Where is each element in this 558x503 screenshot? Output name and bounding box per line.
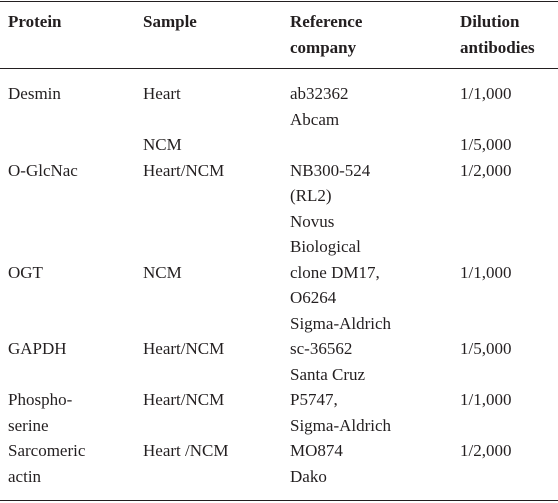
table-cell: Heart: [143, 84, 181, 103]
table-cell: 1/1,000: [460, 84, 512, 103]
table-cell: NCM: [143, 262, 182, 282]
header-cell: Protein: [8, 12, 62, 31]
table-cell: P5747,: [290, 390, 338, 409]
table-cell: Novus: [290, 211, 335, 231]
table-cell: Sigma-Aldrich: [290, 313, 392, 333]
table-cell: serine: [8, 415, 49, 435]
table-cell: Desmin: [8, 84, 61, 103]
table-cell: OGT: [8, 262, 43, 282]
table-cell: 1/1,000: [460, 262, 512, 282]
table-cell: Heart/NCM: [143, 390, 225, 409]
table-cell: (RL2): [290, 186, 332, 205]
bottom-rule: [0, 500, 558, 501]
table-cell: actin: [8, 466, 42, 486]
table-cell: GAPDH: [8, 339, 67, 358]
table-cell: ab32362: [290, 84, 349, 103]
table-cell: 1/5,000: [460, 339, 512, 358]
header-cell: company: [290, 37, 357, 57]
table-cell: Santa Cruz: [290, 364, 366, 384]
table-cell: Heart/NCM: [143, 160, 225, 180]
table-cell: 1/2,000: [460, 160, 512, 180]
table-cell: O-GlcNac: [8, 160, 78, 180]
table-cell: Heart/NCM: [143, 339, 225, 358]
table-cell: Biological: [290, 237, 361, 256]
header-cell: Reference: [290, 12, 363, 31]
table-cell: MO874: [290, 441, 343, 460]
header-cell: antibodies: [460, 37, 535, 57]
table-cell: Heart /NCM: [143, 441, 229, 460]
top-rule: [0, 1, 558, 2]
table-cell: O6264: [290, 288, 337, 307]
table-cell: NCM: [143, 135, 182, 154]
header-rule: [0, 68, 558, 69]
table-cell: Sigma-Aldrich: [290, 415, 392, 435]
table-cell: NB300-524: [290, 160, 371, 180]
table-cell: Abcam: [290, 109, 340, 129]
table-cell: 1/1,000: [460, 390, 512, 409]
table-cell: Sarcomeric: [8, 441, 86, 460]
header-cell: Sample: [143, 12, 197, 31]
table-cell: sc-36562: [290, 339, 353, 358]
table-cell: Phospho-: [8, 390, 73, 409]
table-cell: Dako: [290, 466, 327, 486]
header-cell: Dilution: [460, 12, 520, 31]
table-cell: 1/5,000: [460, 135, 512, 154]
table-cell: 1/2,000: [460, 441, 512, 460]
table-cell: clone DM17,: [290, 262, 380, 282]
